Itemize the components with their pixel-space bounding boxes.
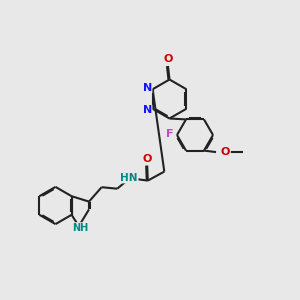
Text: F: F	[166, 129, 173, 140]
Text: HN: HN	[121, 173, 138, 183]
Text: O: O	[163, 54, 173, 64]
Text: O: O	[142, 154, 152, 164]
Text: NH: NH	[72, 223, 88, 233]
Text: O: O	[221, 147, 230, 157]
Text: N: N	[142, 105, 152, 115]
Text: N: N	[142, 83, 152, 93]
